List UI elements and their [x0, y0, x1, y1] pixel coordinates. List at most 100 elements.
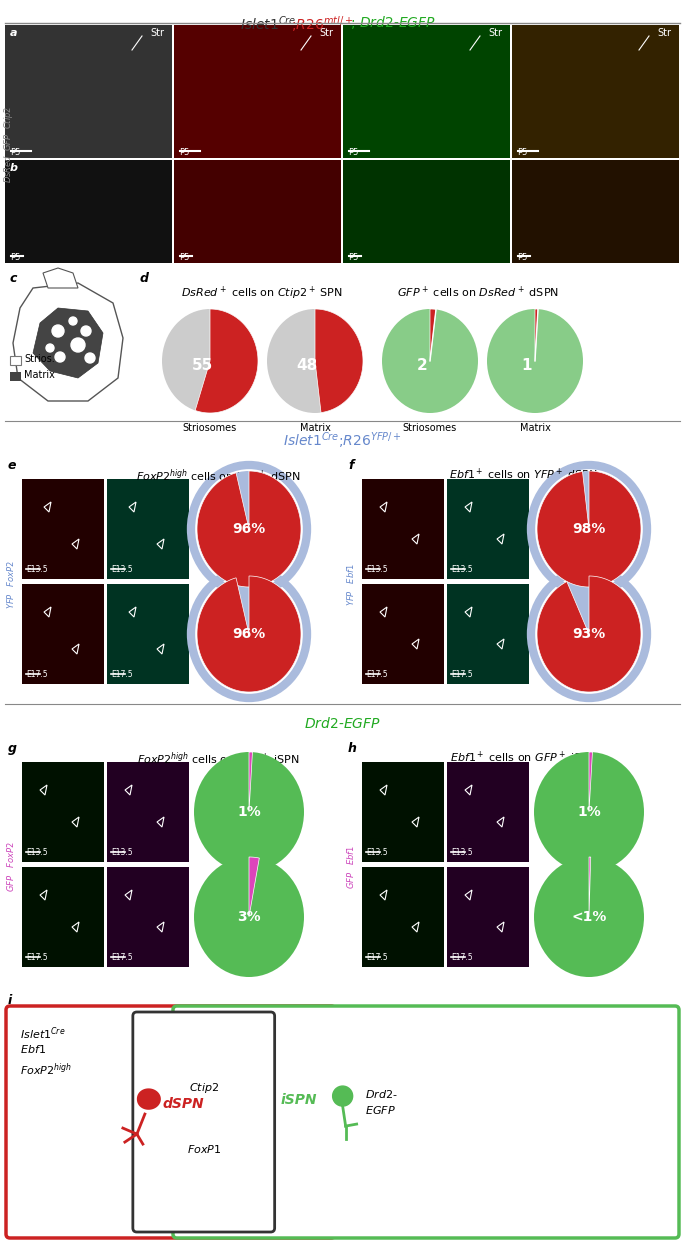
- Ellipse shape: [267, 309, 363, 412]
- Text: 1%: 1%: [577, 805, 601, 819]
- Bar: [174, 159, 341, 263]
- Text: $\mathit{Ebf1}$: $\mathit{Ebf1}$: [20, 1043, 46, 1055]
- Text: Matrix: Matrix: [299, 422, 330, 434]
- Bar: [447, 584, 529, 684]
- Text: i: i: [8, 994, 12, 1007]
- Bar: [107, 763, 189, 862]
- Ellipse shape: [197, 471, 301, 587]
- Text: E13.5: E13.5: [366, 849, 388, 857]
- Text: E17.5: E17.5: [111, 670, 133, 679]
- Text: $\mathit{Islet1}^{Cre}$;$\mathit{R26}^{YFP/+}$: $\mathit{Islet1}^{Cre}$;$\mathit{R26}^{Y…: [282, 431, 401, 451]
- Bar: [22, 763, 104, 862]
- Polygon shape: [249, 753, 253, 812]
- Text: ; $\mathit{Drd2\text{-}EGFP}$: ; $\mathit{Drd2\text{-}EGFP}$: [350, 14, 436, 31]
- Bar: [10, 356, 21, 365]
- Text: E17.5: E17.5: [366, 670, 388, 679]
- Text: <1%: <1%: [571, 910, 607, 925]
- Polygon shape: [535, 309, 538, 361]
- Text: E13.5: E13.5: [26, 849, 48, 857]
- Ellipse shape: [534, 857, 644, 977]
- Polygon shape: [137, 1088, 161, 1110]
- Text: E13.5: E13.5: [26, 564, 48, 574]
- Text: ;$\mathit{R26}^{mtl/+}$: ;$\mathit{R26}^{mtl/+}$: [291, 14, 353, 34]
- Text: 3%: 3%: [237, 910, 261, 925]
- Text: $\mathit{FoxP1}$: $\mathit{FoxP1}$: [186, 1143, 221, 1155]
- Polygon shape: [537, 576, 641, 692]
- Bar: [22, 478, 104, 579]
- Text: $\mathit{FoxP2}^{high}$ cells on $\mathit{YFP}^+$ dSPN: $\mathit{FoxP2}^{high}$ cells on $\mathi…: [136, 467, 300, 483]
- Text: $\mathit{Islet1}^{Cre}$: $\mathit{Islet1}^{Cre}$: [240, 14, 297, 32]
- Polygon shape: [13, 283, 123, 401]
- Text: $\mathit{Ebf1}^+$ cells on $\mathit{YFP}^+$ dSPN: $\mathit{Ebf1}^+$ cells on $\mathit{YFP}…: [449, 467, 597, 482]
- Bar: [107, 867, 189, 967]
- Polygon shape: [43, 268, 78, 288]
- Text: 48: 48: [297, 359, 318, 374]
- Text: Striosomes: Striosomes: [403, 422, 457, 434]
- Polygon shape: [537, 471, 641, 587]
- Text: E13.5: E13.5: [111, 564, 133, 574]
- Text: h: h: [348, 743, 357, 755]
- Text: E17.5: E17.5: [26, 953, 48, 962]
- Ellipse shape: [382, 309, 478, 412]
- Circle shape: [71, 338, 85, 353]
- Text: P5: P5: [348, 253, 358, 262]
- Circle shape: [55, 353, 65, 363]
- Bar: [174, 25, 341, 158]
- Text: $\mathit{FoxP2}^{high}$: $\mathit{FoxP2}^{high}$: [20, 1062, 72, 1078]
- Bar: [447, 867, 529, 967]
- Ellipse shape: [537, 471, 641, 587]
- Circle shape: [46, 344, 54, 353]
- Text: dSPN: dSPN: [163, 1096, 205, 1111]
- Text: $\mathit{Islet1}^{Cre}$: $\mathit{Islet1}^{Cre}$: [20, 1025, 66, 1042]
- Text: a: a: [10, 27, 18, 37]
- Text: E13.5: E13.5: [111, 849, 133, 857]
- Text: 1%: 1%: [237, 805, 261, 819]
- Text: 55: 55: [191, 359, 212, 374]
- Text: 93%: 93%: [573, 627, 606, 640]
- Ellipse shape: [534, 753, 644, 872]
- Text: E17.5: E17.5: [111, 953, 133, 962]
- Bar: [447, 478, 529, 579]
- Text: g: g: [8, 743, 17, 755]
- Text: Str: Str: [488, 27, 502, 37]
- Bar: [107, 478, 189, 579]
- Text: $\mathit{Ctip2}$: $\mathit{Ctip2}$: [188, 1082, 219, 1095]
- Bar: [107, 584, 189, 684]
- Bar: [5, 159, 172, 263]
- Text: $\mathit{EGFP}$: $\mathit{EGFP}$: [364, 1104, 395, 1116]
- Text: E13.5: E13.5: [451, 564, 473, 574]
- Polygon shape: [315, 309, 363, 412]
- Bar: [22, 867, 104, 967]
- Text: P5: P5: [10, 253, 21, 262]
- Text: d: d: [140, 272, 149, 285]
- Text: c: c: [10, 272, 17, 285]
- Bar: [362, 867, 444, 967]
- Text: P5: P5: [517, 253, 527, 262]
- FancyBboxPatch shape: [133, 1012, 275, 1232]
- Text: e: e: [8, 459, 16, 472]
- Text: E17.5: E17.5: [366, 953, 388, 962]
- Polygon shape: [589, 857, 590, 917]
- Text: b: b: [10, 163, 18, 173]
- Polygon shape: [249, 857, 260, 917]
- Bar: [5, 25, 172, 158]
- Ellipse shape: [537, 576, 641, 692]
- Text: $\mathit{DsRed}$  $\mathit{GFP}$  $\mathit{Ctip2}$: $\mathit{DsRed}$ $\mathit{GFP}$ $\mathit…: [2, 106, 15, 183]
- Text: $\mathit{DsRed}^+$ cells on $\mathit{Ctip2}^+$ SPN: $\mathit{DsRed}^+$ cells on $\mathit{Cti…: [181, 285, 343, 303]
- Text: P5: P5: [179, 148, 189, 157]
- Text: Matrix: Matrix: [24, 370, 55, 380]
- Bar: [362, 584, 444, 684]
- Text: Strios.: Strios.: [24, 354, 55, 364]
- Circle shape: [52, 325, 64, 336]
- Text: $\mathit{GFP}$   $\mathit{FoxP2}$: $\mathit{GFP}$ $\mathit{FoxP2}$: [5, 841, 16, 892]
- FancyBboxPatch shape: [6, 1006, 335, 1239]
- Text: 1: 1: [522, 359, 532, 374]
- Polygon shape: [589, 753, 593, 812]
- Circle shape: [69, 316, 77, 325]
- Text: iSPN: iSPN: [281, 1093, 317, 1108]
- Polygon shape: [195, 309, 258, 412]
- Bar: [343, 159, 510, 263]
- Text: $\mathit{Drd2\text{-}EGFP}$: $\mathit{Drd2\text{-}EGFP}$: [303, 716, 380, 731]
- Circle shape: [85, 353, 95, 363]
- Ellipse shape: [487, 309, 583, 412]
